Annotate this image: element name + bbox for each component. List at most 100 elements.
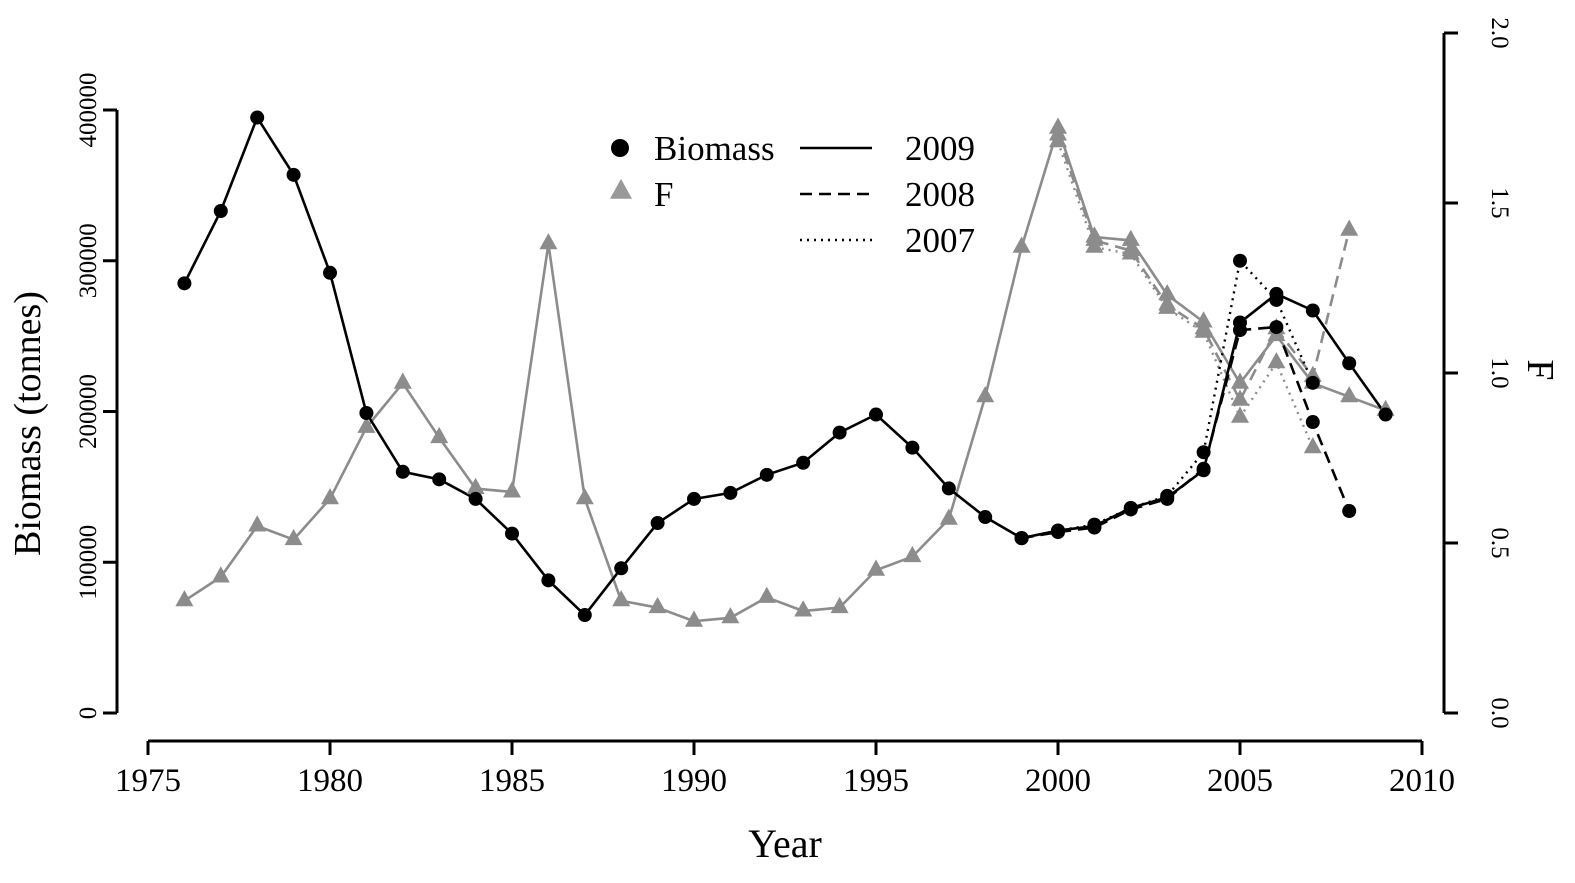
left-y-tick-label: 0 xyxy=(75,707,102,720)
f-2009-point xyxy=(757,586,776,603)
right-y-tick-label: 1.0 xyxy=(1486,357,1513,388)
f-2009-point xyxy=(1194,311,1213,328)
f-2009-point xyxy=(1085,226,1104,243)
biomass-2008-point xyxy=(1269,320,1284,335)
x-tick-label: 1980 xyxy=(297,763,363,799)
legend-f-label: F xyxy=(654,175,673,214)
f-2009-point xyxy=(1121,229,1140,246)
biomass-2009-point xyxy=(177,276,192,291)
f-2009-point xyxy=(830,596,849,614)
f-2009-point xyxy=(1340,386,1359,403)
biomass-2009-point xyxy=(1196,463,1211,478)
biomass-2009-point xyxy=(1342,356,1357,371)
x-axis-title: Year xyxy=(748,821,822,866)
f-2009-point xyxy=(939,508,958,525)
series-markers xyxy=(175,110,1395,627)
f-2009-point xyxy=(284,528,303,546)
f-2009-point xyxy=(503,481,521,498)
left-y-tick-label: 100000 xyxy=(75,525,102,600)
biomass-2009-point xyxy=(687,491,701,506)
f-2009-point xyxy=(867,559,885,576)
biomass-2009-point xyxy=(941,481,956,496)
right-y-tick-label: 1.5 xyxy=(1486,187,1513,218)
f-2009-point xyxy=(903,545,922,563)
x-tick-label: 1990 xyxy=(661,763,727,799)
f-2009-point xyxy=(175,590,194,607)
biomass-2007-point xyxy=(1305,375,1320,390)
biomass-2009-point xyxy=(1123,500,1138,515)
legend-biomass-label: Biomass xyxy=(654,129,775,168)
f-2009-point xyxy=(357,416,376,433)
f-2008-line xyxy=(1056,134,1351,404)
biomass-2009-point xyxy=(577,608,592,623)
legend-f-marker xyxy=(610,178,632,199)
f-2007-point xyxy=(1303,437,1322,454)
f-2007-point xyxy=(1267,352,1286,369)
biomass-2009-point xyxy=(1305,303,1320,318)
biomass-2009-point xyxy=(213,204,228,219)
f-2009-point xyxy=(976,386,995,403)
axes: 1975 1980 1985 1990 1995 2000 2005 2010 Year 0 100… xyxy=(7,17,1561,866)
f-2008-point xyxy=(1340,219,1359,236)
f-2008-point xyxy=(1121,239,1140,257)
left-y-axis-title: Biomass (tonnes) xyxy=(7,291,49,556)
right-y-tick-label: 0.0 xyxy=(1486,697,1513,728)
legend-year-label: 2009 xyxy=(905,129,975,168)
f-2009-point xyxy=(466,477,485,495)
legend-year-label: 2008 xyxy=(905,175,975,214)
f-2008-point xyxy=(1158,294,1177,311)
x-tick-label: 1975 xyxy=(115,763,181,799)
f-2009-point xyxy=(539,233,558,250)
right-y-axis-title: F xyxy=(1519,359,1561,380)
biomass-2009-point xyxy=(1233,315,1247,330)
biomass-2008-point xyxy=(1305,415,1320,430)
biomass-2009-point xyxy=(250,110,265,125)
biomass-2009-point xyxy=(1378,407,1393,422)
biomass-2009-point xyxy=(432,472,447,487)
biomass-2007-point xyxy=(1196,445,1211,460)
biomass-2009-point xyxy=(505,526,519,541)
x-tick-label: 2000 xyxy=(1025,763,1091,799)
biomass-2009-point xyxy=(468,491,483,506)
f-2009-point xyxy=(575,488,594,505)
biomass-2009-point xyxy=(323,265,337,280)
left-y-tick-label: 200000 xyxy=(75,374,102,449)
biomass-2009-point xyxy=(759,467,774,482)
f-2009-point xyxy=(393,372,412,389)
left-y-tick-label: 400000 xyxy=(75,73,102,148)
biomass-2009-point xyxy=(723,485,738,500)
f-2009-point xyxy=(248,515,267,532)
right-y-tick-label: 0.5 xyxy=(1486,527,1513,558)
legend: Biomass F 2009 2008 2007 xyxy=(610,129,975,260)
f-2009-point xyxy=(1231,372,1249,389)
f-2009-point xyxy=(794,600,813,617)
x-tick-label: 1995 xyxy=(843,763,909,799)
biomass-2007-point xyxy=(1233,253,1247,268)
legend-biomass-marker xyxy=(611,139,629,157)
f-2007-point xyxy=(1231,406,1249,423)
x-tick-label: 1985 xyxy=(479,763,545,799)
biomass-2009-point xyxy=(1087,519,1102,534)
biomass-2009-point xyxy=(1051,523,1065,538)
x-tick-label: 2005 xyxy=(1207,763,1273,799)
biomass-2009-point xyxy=(796,455,811,470)
biomass-2009-point xyxy=(286,167,301,182)
biomass-2009-point xyxy=(978,510,993,525)
f-2009-point xyxy=(1049,117,1067,134)
series-lines xyxy=(183,114,1387,623)
biomass-2009-point xyxy=(869,407,883,422)
f-2009-point xyxy=(648,596,667,614)
biomass-2009-point xyxy=(650,516,665,531)
right-y-tick-label: 2.0 xyxy=(1486,17,1513,48)
f-2008-point xyxy=(1231,389,1249,406)
biomass-2009-point xyxy=(395,464,410,479)
f-2009-point xyxy=(685,610,703,627)
f-2009-point xyxy=(1158,284,1177,301)
f-2009-point xyxy=(612,590,631,607)
biomass-2009-point xyxy=(832,425,847,440)
biomass-2009-point xyxy=(1269,286,1284,301)
f-2009-point xyxy=(1012,236,1031,253)
biomass-2008-point xyxy=(1342,503,1357,518)
biomass-2009-point xyxy=(1014,531,1029,546)
